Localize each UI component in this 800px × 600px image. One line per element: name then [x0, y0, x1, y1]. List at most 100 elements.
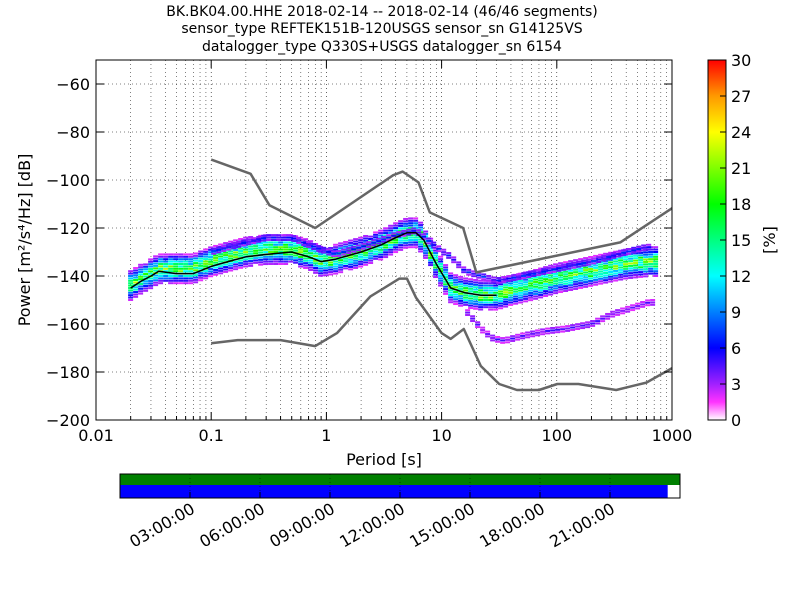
density-cell [193, 259, 199, 262]
density-cell [540, 328, 546, 331]
density-cell [423, 252, 429, 255]
density-cell [408, 224, 414, 227]
density-cell [458, 280, 464, 283]
density-cell [208, 256, 214, 259]
density-cell [218, 272, 224, 275]
density-cell [296, 239, 302, 242]
density-cell [368, 250, 374, 253]
density-cell [203, 258, 209, 261]
density-cell [351, 245, 357, 248]
density-cell [538, 296, 544, 299]
density-cell [288, 241, 294, 244]
density-cell [483, 301, 489, 304]
density-cell [571, 264, 577, 267]
density-cell [128, 275, 134, 277]
density-cell [448, 294, 454, 297]
density-cell [588, 255, 594, 258]
density-cell [178, 263, 184, 265]
density-cell [603, 281, 609, 284]
density-cell [441, 248, 447, 251]
density-cell [590, 320, 596, 323]
density-cell [386, 234, 392, 237]
density-cell [208, 258, 214, 261]
density-cell [608, 251, 614, 254]
density-cell [566, 267, 572, 270]
density-cell [546, 271, 552, 274]
density-cell [128, 296, 134, 299]
density-cell [333, 267, 339, 270]
density-cell [608, 273, 614, 276]
density-cell [173, 270, 179, 273]
density-cell [513, 302, 519, 305]
density-cell [540, 333, 546, 336]
density-cell [621, 251, 627, 254]
density-cell [276, 236, 282, 239]
density-cell [578, 274, 584, 277]
density-cell [418, 238, 424, 241]
density-cell [363, 239, 369, 242]
density-cell [218, 265, 224, 268]
density-cell [438, 265, 444, 268]
density-cell [388, 253, 394, 256]
density-cell [628, 257, 634, 260]
x-axis-label: Period [s] [346, 450, 422, 469]
density-cell [401, 234, 407, 237]
density-cell [510, 337, 516, 340]
density-cell [598, 275, 604, 278]
density-cell [453, 291, 459, 294]
density-cell [158, 255, 164, 258]
density-cell [148, 284, 154, 287]
density-cell [571, 266, 577, 269]
density-cell [138, 285, 144, 288]
density-cell [158, 263, 164, 265]
density-cell [548, 293, 554, 296]
density-cell [356, 244, 362, 247]
density-cell [336, 254, 342, 257]
density-cell [575, 328, 581, 331]
density-cell [543, 266, 549, 269]
time-tick-label: 12:00:00 [336, 499, 408, 551]
density-cell [615, 313, 621, 316]
density-cell [518, 291, 524, 294]
density-cell [293, 256, 299, 259]
density-cell [513, 281, 519, 284]
density-cell [283, 253, 289, 256]
density-cell [278, 246, 284, 249]
density-cell [138, 287, 144, 290]
density-cell [468, 297, 474, 300]
density-cell [653, 272, 659, 275]
density-cell [628, 255, 634, 258]
density-cell [361, 242, 367, 245]
density-cell [398, 236, 404, 239]
density-cell [613, 272, 619, 275]
density-cell [446, 256, 452, 259]
density-cell [478, 284, 484, 287]
density-cell [383, 246, 389, 249]
density-cell [611, 252, 617, 255]
density-cell [138, 278, 144, 281]
density-cell [613, 277, 619, 280]
density-cell [468, 304, 474, 307]
density-cell [546, 267, 552, 270]
density-cell [198, 272, 204, 275]
density-cell [248, 245, 254, 248]
density-cell [291, 239, 297, 242]
density-cell [363, 258, 369, 261]
density-cell [213, 259, 219, 262]
density-cell [226, 246, 232, 249]
density-cell [543, 275, 549, 278]
density-cell [526, 273, 532, 276]
density-cell [453, 293, 459, 296]
density-cell [393, 227, 399, 230]
density-cell [396, 233, 402, 236]
density-cell [618, 276, 624, 279]
density-cell [588, 267, 594, 270]
density-cell [258, 251, 264, 254]
density-cell [533, 290, 539, 293]
density-cell [483, 289, 489, 292]
density-cell [411, 227, 417, 230]
density-cell [323, 271, 329, 274]
density-cell [143, 270, 149, 273]
density-cell [578, 267, 584, 270]
density-cell [221, 245, 227, 248]
